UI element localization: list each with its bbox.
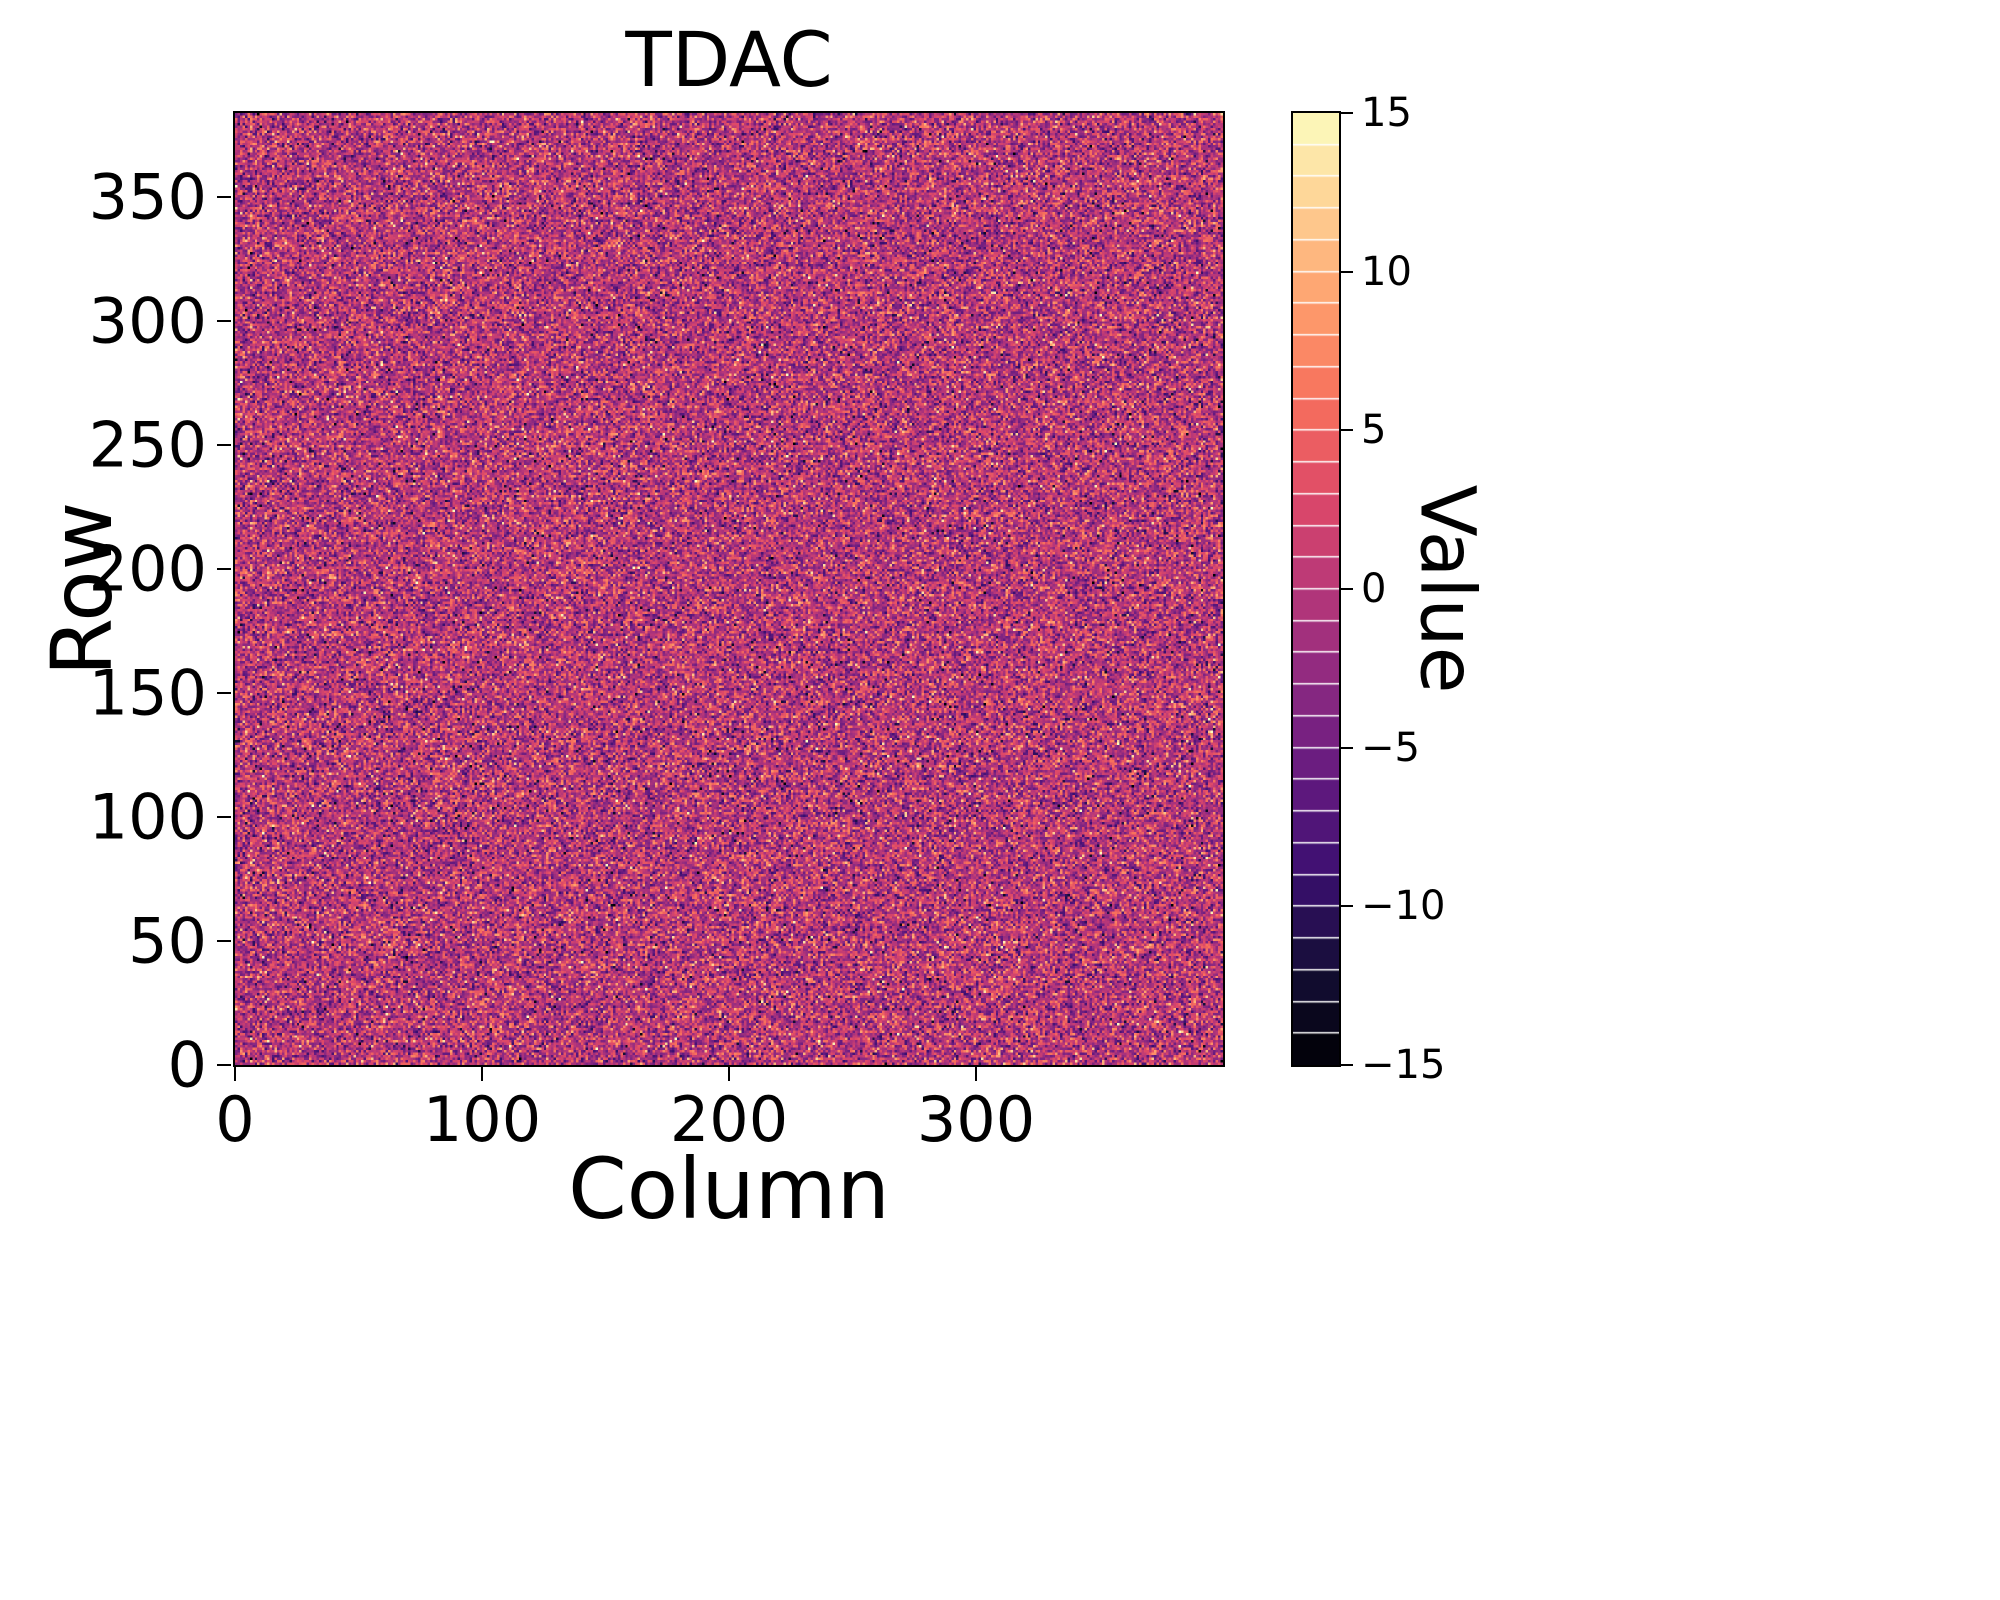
y-tick-label: 350 (88, 160, 207, 234)
colorbar-tick-label: −15 (1361, 1042, 1446, 1088)
colorbar-tick-label: 15 (1361, 90, 1412, 136)
colorbar-label: Value (1403, 484, 1493, 694)
colorbar (1291, 111, 1341, 1067)
y-tick-label: 150 (88, 656, 207, 730)
y-tick-label: 100 (88, 780, 207, 854)
y-tick-mark (217, 196, 231, 199)
colorbar-tick-label: −5 (1361, 724, 1420, 771)
x-tick-mark (728, 1067, 730, 1081)
y-tick-label: 250 (88, 408, 207, 482)
colorbar-tick-mark (1341, 270, 1353, 273)
y-tick-mark (217, 816, 231, 819)
y-tick-mark (217, 692, 231, 695)
y-tick-mark (217, 1064, 231, 1066)
y-tick-mark (217, 568, 231, 571)
x-tick-mark (975, 1067, 977, 1081)
x-tick-label: 0 (215, 1083, 255, 1156)
x-tick-label: 100 (422, 1083, 542, 1156)
x-axis-label: Column (568, 1140, 890, 1238)
y-tick-mark (217, 940, 231, 943)
y-tick-label: 0 (167, 1028, 207, 1102)
colorbar-tick-label: 5 (1361, 407, 1387, 454)
y-tick-label: 50 (128, 904, 207, 978)
x-tick-mark (481, 1067, 483, 1081)
x-tick-label: 300 (916, 1083, 1036, 1156)
colorbar-tick-mark (1341, 429, 1353, 432)
y-tick-label: 200 (88, 532, 207, 606)
colorbar-tick-label: 0 (1361, 566, 1387, 612)
colorbar-tick-mark (1341, 746, 1353, 749)
colorbar-tick-label: −10 (1361, 883, 1446, 930)
y-tick-mark (217, 320, 231, 323)
chart-title: TDAC (625, 15, 833, 104)
x-tick-mark (234, 1067, 236, 1081)
y-tick-mark (217, 444, 231, 447)
colorbar-tick-label: 10 (1361, 248, 1412, 295)
colorbar-tick-mark (1341, 905, 1353, 908)
colorbar-tick-mark (1341, 1064, 1353, 1066)
x-tick-label: 200 (669, 1083, 789, 1156)
y-tick-label: 300 (88, 284, 207, 358)
heatmap-canvas (233, 111, 1225, 1067)
colorbar-tick-mark (1341, 588, 1353, 590)
colorbar-tick-mark (1341, 112, 1353, 114)
